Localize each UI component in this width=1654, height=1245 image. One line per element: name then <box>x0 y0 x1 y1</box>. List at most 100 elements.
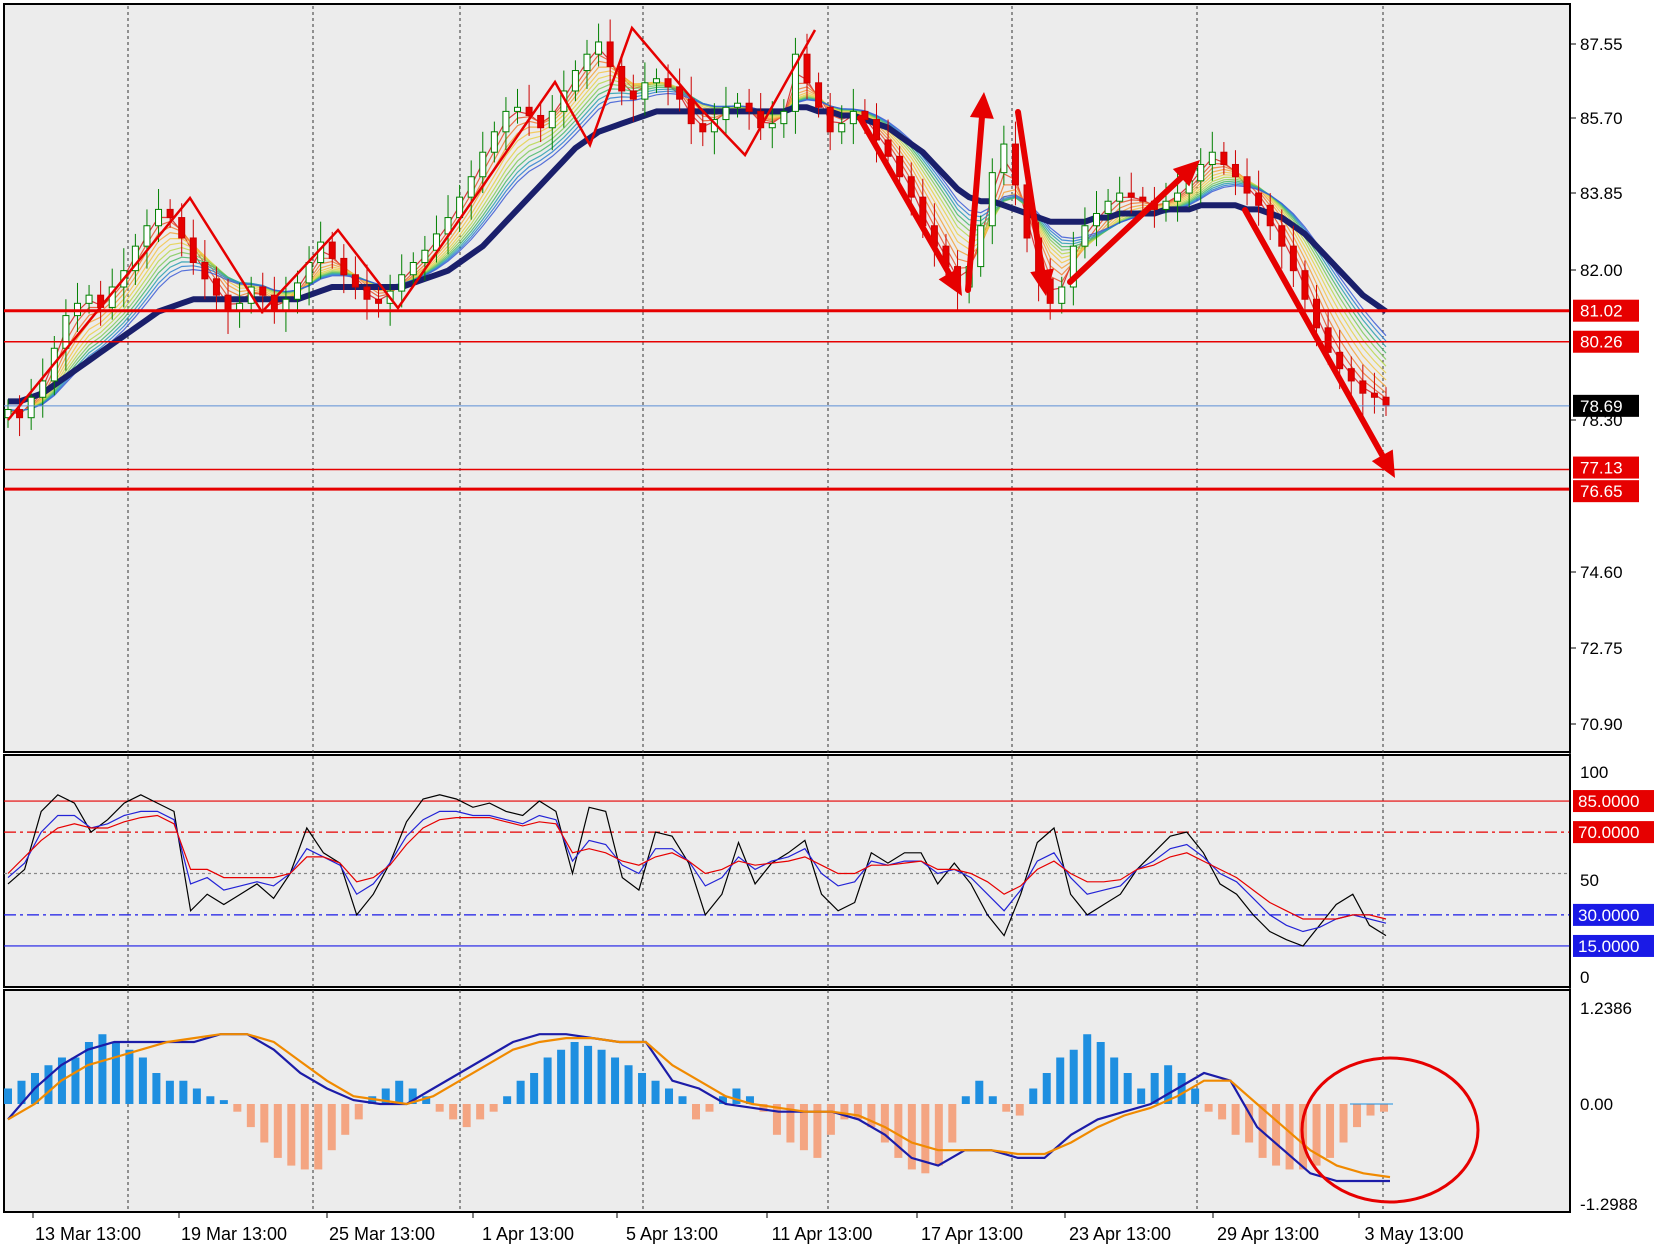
macd-histogram-bar <box>368 1096 377 1104</box>
macd-histogram-bar <box>1191 1088 1200 1104</box>
candle-body <box>62 315 70 349</box>
candle-body <box>583 53 591 72</box>
stochastic-tick-label: 50 <box>1580 871 1599 890</box>
stochastic-layer <box>4 794 1570 947</box>
x-tick-label: 23 Apr 13:00 <box>1069 1224 1171 1244</box>
candle-body <box>224 294 232 313</box>
candle-body <box>629 90 637 100</box>
candle-body <box>676 86 684 100</box>
ema-line <box>8 104 1388 405</box>
macd-histogram-bar <box>314 1104 323 1170</box>
candle-body <box>1139 196 1147 202</box>
macd-histogram-bar <box>988 1096 997 1104</box>
candle-body <box>27 396 35 419</box>
candle-body <box>1093 212 1101 227</box>
macd-histogram-bar <box>651 1080 660 1104</box>
price-tick-label: 87.55 <box>1580 35 1623 54</box>
up-arrow <box>1067 174 1185 285</box>
macd-histogram-bar <box>300 1104 309 1170</box>
macd-histogram-bar <box>1204 1104 1213 1112</box>
macd-panel[interactable] <box>3 989 1571 1213</box>
candle-body <box>1116 192 1124 202</box>
macd-histogram-bar <box>975 1080 984 1104</box>
down-arrow-head <box>1030 268 1054 296</box>
macd-histogram-bar <box>354 1104 363 1120</box>
candle-body <box>791 53 799 112</box>
macd-histogram-bar <box>570 1041 579 1104</box>
candle-body <box>815 82 823 108</box>
stochastic-level-label: 85.0000 <box>1578 792 1639 811</box>
macd-histogram-bar <box>638 1072 647 1104</box>
macd-histogram-bar <box>799 1104 808 1151</box>
macd-histogram-bar <box>219 1100 228 1104</box>
macd-histogram-bar <box>395 1080 404 1104</box>
candle-body <box>1370 392 1378 398</box>
macd-histogram-bar <box>611 1057 620 1104</box>
price-tick-label: 72.75 <box>1580 639 1623 658</box>
macd-histogram-bar <box>287 1104 296 1166</box>
down-arrow-head <box>1371 449 1395 478</box>
candle-body <box>514 106 522 112</box>
macd-histogram-bar <box>1326 1104 1335 1158</box>
candle-body <box>537 114 545 129</box>
candle-body <box>1197 163 1205 182</box>
macd-histogram-bar <box>880 1104 889 1143</box>
candle-body <box>363 286 371 300</box>
candle-body <box>398 274 406 292</box>
price-panel[interactable] <box>3 3 1571 753</box>
macd-histogram-bar <box>1042 1072 1051 1104</box>
macd-histogram-bar <box>435 1104 444 1112</box>
zigzag-line <box>7 25 817 421</box>
macd-histogram-bar <box>718 1096 727 1104</box>
macd-histogram-bar <box>1285 1104 1294 1170</box>
macd-histogram-bar <box>745 1096 754 1104</box>
macd-histogram-bar <box>98 1034 107 1104</box>
candle-body <box>606 41 614 67</box>
candle-body <box>768 123 776 129</box>
candle-body <box>1278 225 1286 247</box>
candle-body <box>4 409 12 419</box>
up-arrow-head <box>969 92 994 119</box>
x-tick-label: 3 May 13:00 <box>1364 1224 1463 1244</box>
candle-body <box>745 102 753 112</box>
macd-histogram-bar <box>422 1096 431 1104</box>
macd-histogram-bar <box>1015 1104 1024 1116</box>
candle-body <box>1220 151 1228 165</box>
candle-body <box>664 78 672 88</box>
macd-histogram-bar <box>165 1080 174 1104</box>
candle-body <box>803 53 811 84</box>
x-tick-label: 17 Apr 13:00 <box>921 1224 1023 1244</box>
stochastic-panel[interactable] <box>3 754 1571 988</box>
highlight-circle <box>1300 1056 1480 1204</box>
candle-body <box>340 257 348 276</box>
candle-body <box>1104 200 1112 214</box>
candle-body <box>143 225 151 247</box>
macd-tick-label: -1.2988 <box>1580 1195 1638 1214</box>
candle-body <box>1382 396 1390 407</box>
candle-body <box>201 261 209 280</box>
price-tick-label: 74.60 <box>1580 563 1623 582</box>
up-arrow-head <box>1172 160 1200 187</box>
candle-body <box>131 245 139 272</box>
macd-histogram-bar <box>853 1104 862 1120</box>
macd-histogram-bar <box>84 1041 93 1104</box>
candle-body <box>409 261 417 276</box>
macd-histogram-bar <box>894 1104 903 1158</box>
macd-histogram-bar <box>1245 1104 1254 1143</box>
candle-body <box>1289 245 1297 272</box>
level-label-box <box>1573 299 1639 322</box>
candle-body <box>1231 163 1239 178</box>
axis-layer: 87.5585.7083.8582.0078.3074.6072.7570.90… <box>32 4 1654 1244</box>
x-tick-label: 5 Apr 13:00 <box>626 1224 718 1244</box>
current-price-label-box <box>1573 394 1639 417</box>
macd-histogram-bar <box>1312 1104 1321 1166</box>
candle-body <box>351 274 359 288</box>
macd-histogram-bar <box>246 1104 255 1128</box>
candle-body <box>722 106 730 121</box>
macd-histogram-bar <box>867 1104 876 1128</box>
up-arrow <box>965 114 985 293</box>
candle-body <box>259 286 267 296</box>
candle-body <box>212 278 220 296</box>
candle-body <box>490 131 498 153</box>
macd-histogram-bar <box>1177 1072 1186 1104</box>
